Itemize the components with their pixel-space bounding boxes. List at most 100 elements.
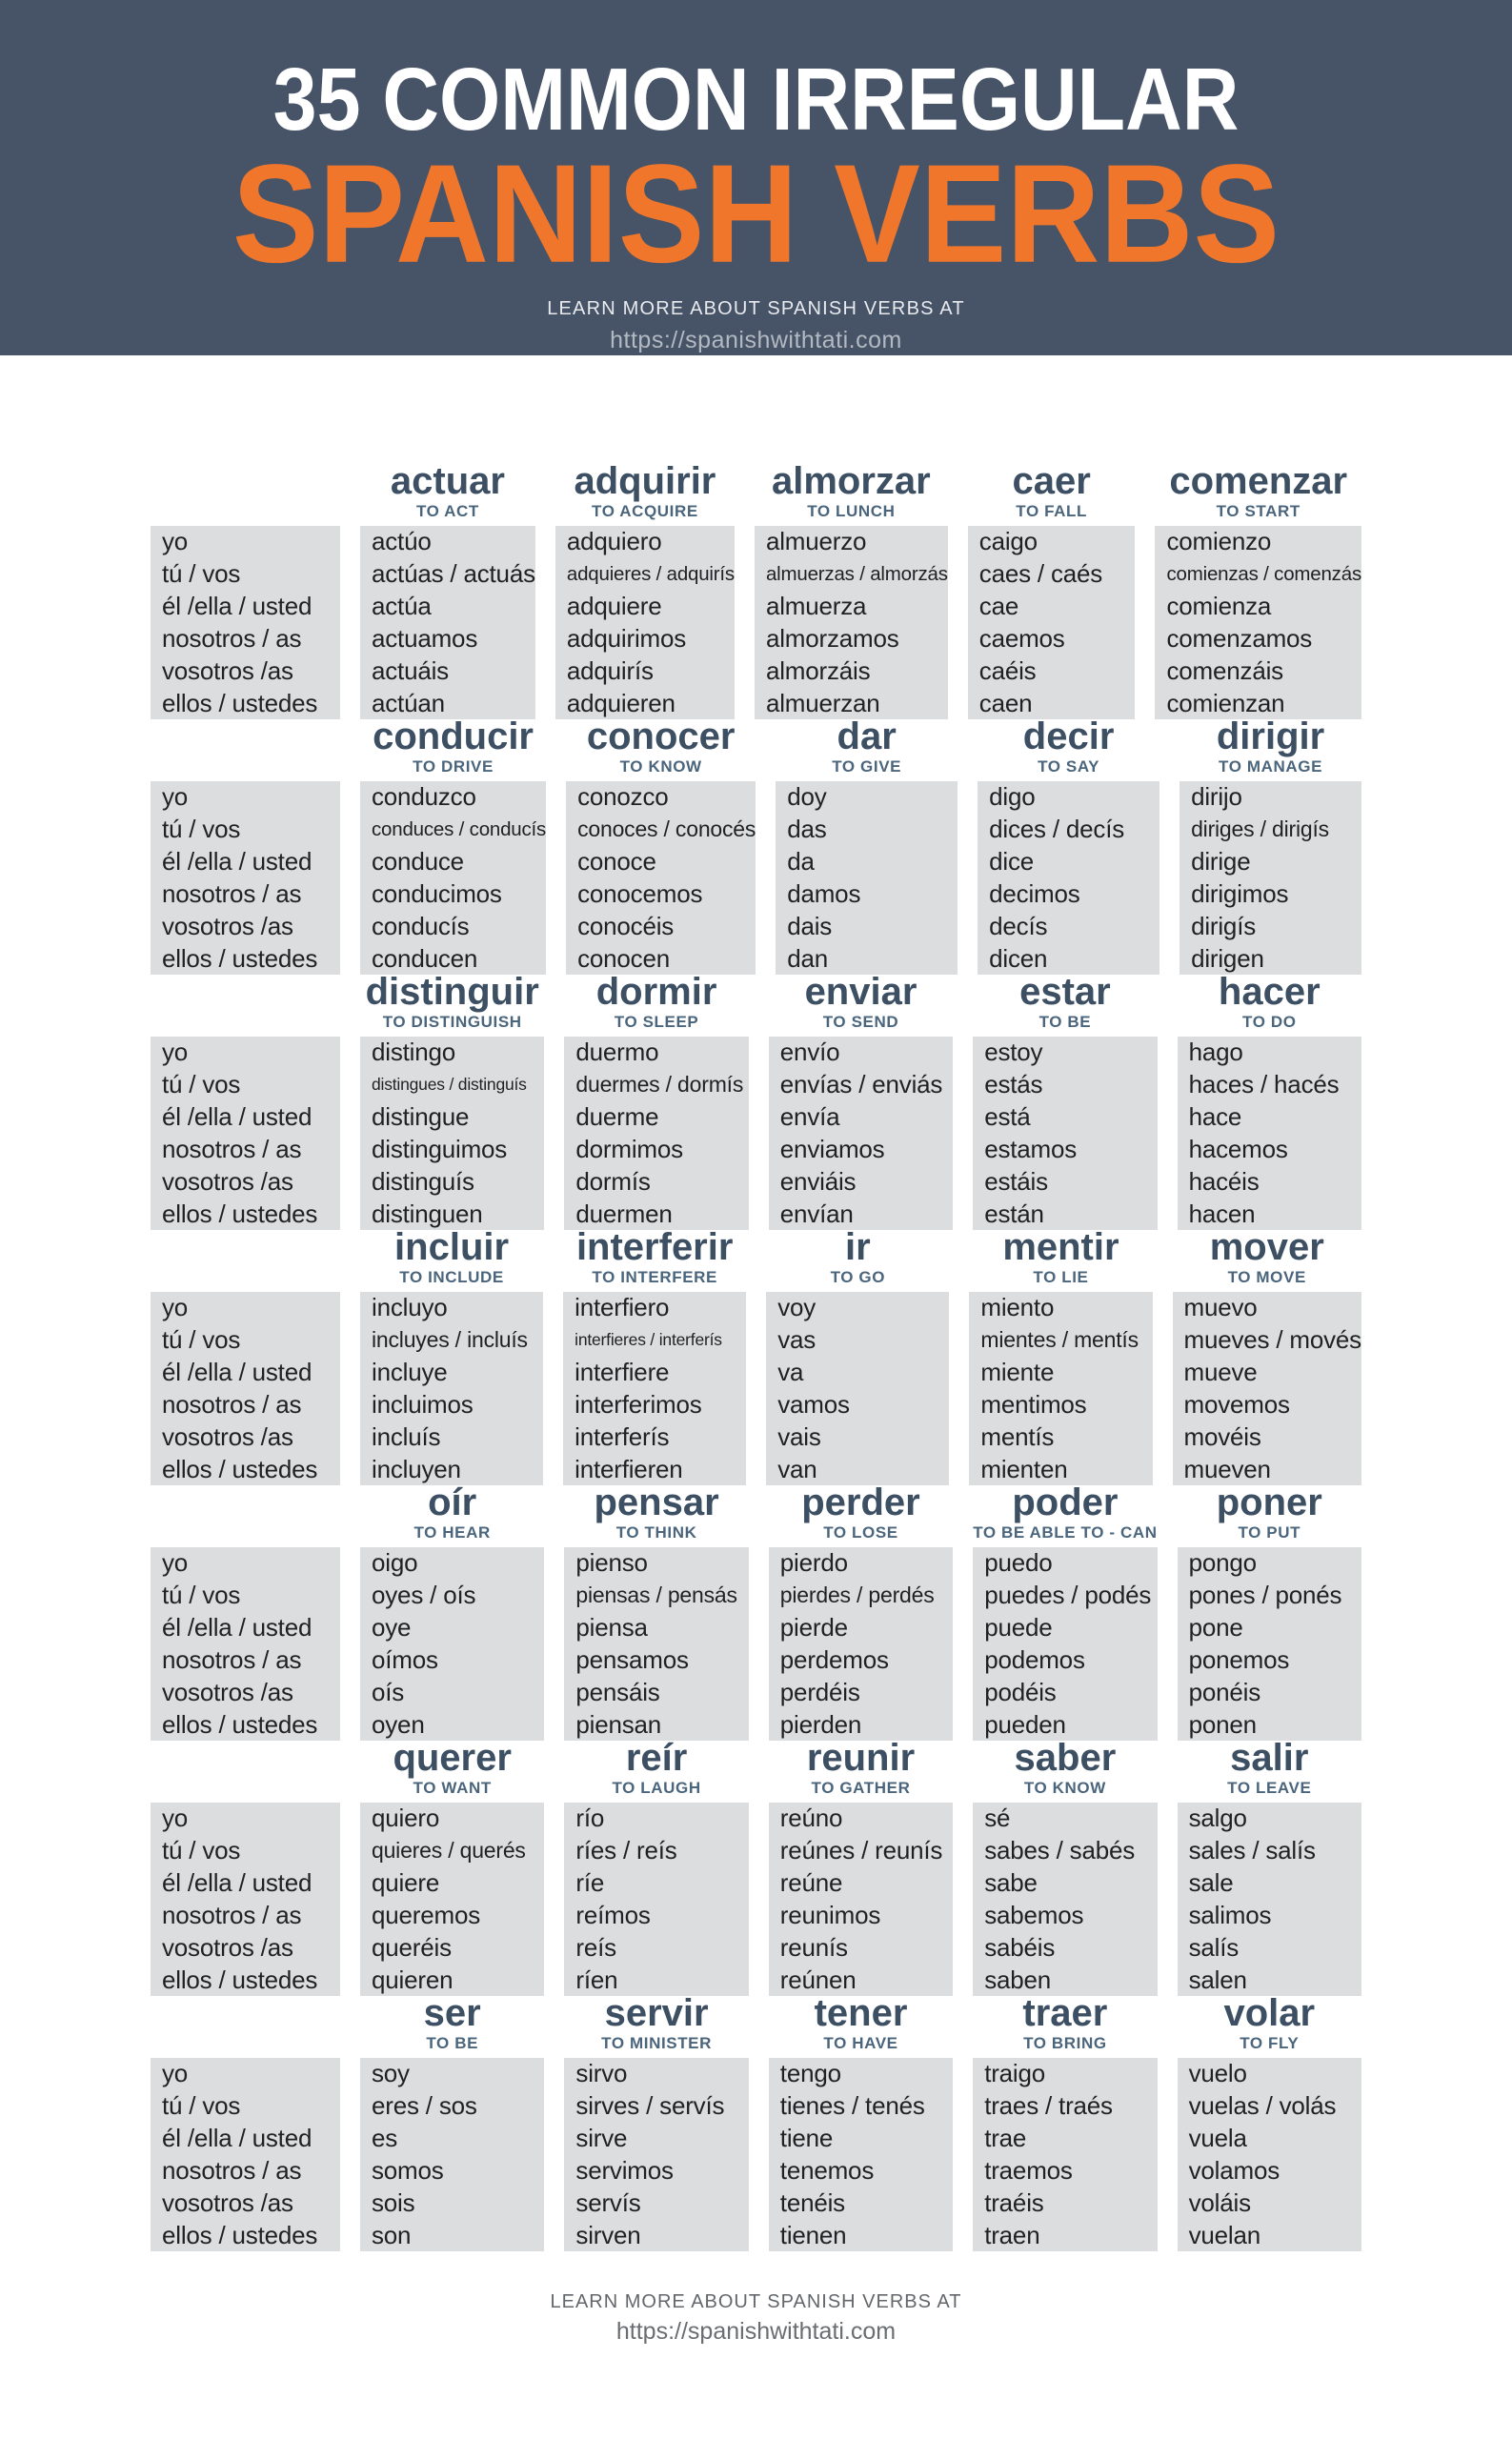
pronoun-item: nosotros / as [162, 1134, 302, 1163]
pronoun-item: tú / vos [162, 1070, 241, 1099]
verb-header: poder TO BE ABLE TO - CAN [973, 1483, 1157, 1547]
pronoun-item: yo [162, 782, 189, 812]
conjugation-item: mientes / mentís [980, 1327, 1139, 1353]
conjugation-item: tienes / tenés [779, 2091, 925, 2121]
pronoun-item: yo [162, 1293, 189, 1322]
pronoun-list: yo tú / vos él /ella / usted nosotros / as v… [151, 2058, 340, 2251]
conjugation-item: quiere [372, 1868, 440, 1898]
footer-url: https://spanishwithtati.com [615, 2318, 897, 2345]
conjugation-item: está [984, 1102, 1031, 1132]
verb-header: almorzar TO LUNCH [755, 462, 948, 526]
conjugation-item: pierdes / perdés [779, 1582, 935, 1608]
conjugation-item: piensa [575, 1613, 648, 1643]
pronoun-item: yo [162, 1038, 189, 1067]
verb-block-servir: servir TO MINISTER sirvo sirves / servís sir… [564, 1992, 749, 2251]
conjugation-item: conducís [372, 911, 470, 940]
pronoun-item: tú / vos [162, 815, 241, 844]
conjugation-item: interferimos [575, 1389, 702, 1419]
verb-block-reunir: reunir TO GATHER reúno reúnes / reunís reúne… [768, 1739, 954, 1996]
conjugation-list: digo dices / decís dice decimos decís dicen [978, 781, 1160, 975]
pronoun-item: ellos / ustedes [162, 688, 318, 717]
verb-title: adquirir [574, 460, 716, 502]
verb-header: conocer TO KNOW [566, 717, 756, 781]
verb-english-label: TO FALL [1016, 502, 1087, 520]
conjugation-item: oímos [372, 1644, 438, 1674]
conjugation-item: das [787, 815, 827, 844]
conjugation-list: sirvo sirves / servís sirve servimos servís s… [564, 2058, 749, 2251]
verb-block-oir: oír TO HEAR oigo oyes / oís oye oímos oís oyen [360, 1483, 545, 1741]
conjugation-item: incluís [372, 1421, 441, 1451]
conjugation-item: pongo [1188, 1548, 1258, 1578]
conjugation-item: tenéis [779, 2187, 845, 2217]
conjugation-list: estoy estás está estamos estáis están [973, 1037, 1158, 1230]
pronoun-item: vosotros /as [162, 2187, 293, 2217]
conjugation-item: duerme [575, 1102, 659, 1132]
verb-english-label: TO START [1216, 502, 1300, 520]
conjugation-item: salgo [1188, 1804, 1247, 1833]
pronoun-item: él /ella / usted [162, 2124, 312, 2153]
verb-header: volar TO FLY [1178, 1994, 1361, 2058]
verb-english-label: TO SAY [1038, 757, 1100, 776]
verb-block-incluir: incluir TO INCLUDE incluyo incluyes / inclu… [360, 1228, 544, 1485]
pronoun-column: yo tú / vos él /ella / usted nosotros / as v… [151, 719, 340, 975]
conjugation-item: pierdo [779, 1548, 848, 1578]
verb-english-label: TO GO [830, 1268, 886, 1286]
conjugation-item: pueden [984, 1709, 1066, 1739]
conjugation-item: movemos [1183, 1389, 1290, 1419]
conjugation-item: conducen [372, 943, 478, 973]
conjugation-item: pienso [575, 1548, 648, 1578]
pronoun-column: yo tú / vos él /ella / usted nosotros / as v… [151, 464, 340, 719]
verb-conjugation-grid: yo tú / vos él /ella / usted nosotros / as v… [0, 355, 1512, 2251]
conjugation-item: adquiero [566, 527, 662, 556]
conjugation-item: duermen [575, 1199, 673, 1228]
conjugation-item: distingo [372, 1038, 456, 1067]
conjugation-item: conduzco [372, 782, 476, 812]
pronoun-item: ellos / ustedes [162, 1199, 318, 1228]
verb-english-label: TO SEND [822, 1013, 899, 1031]
conjugation-item: actuamos [372, 623, 478, 653]
verb-header: querer TO WANT [360, 1739, 544, 1803]
conjugation-item: digo [989, 782, 1036, 812]
conjugation-list: miento mientes / mentís miente mentimos ment… [969, 1292, 1153, 1485]
conjugation-item: dirigimos [1191, 878, 1289, 908]
conjugation-item: almuerza [765, 592, 867, 621]
verb-block-interferir: interferir TO INTERFERE interfiero interfie… [563, 1226, 747, 1485]
verb-header: estar TO BE [973, 973, 1157, 1037]
pronoun-item: nosotros / as [162, 1900, 302, 1929]
conjugation-item: sabe [984, 1868, 1038, 1898]
verb-header: salir TO LEAVE [1178, 1739, 1361, 1803]
conjugation-item: damos [787, 878, 861, 908]
verb-title: hacer [1218, 971, 1320, 1013]
verb-title: servir [604, 1992, 709, 2034]
conjugation-item: comienzas / comenzás [1166, 562, 1361, 585]
conjugation-item: hacéis [1188, 1166, 1260, 1196]
conjugation-item: distingue [372, 1102, 470, 1132]
verb-block-ser: ser TO BE soy eres / sos es somos sois son [360, 1994, 545, 2251]
verb-block-caer: caer TO FALL caigo caes / caés cae caemos caéi… [967, 462, 1136, 719]
conjugation-item: incluyes / incluís [372, 1327, 528, 1353]
conjugation-item: distinguís [372, 1166, 474, 1196]
pronoun-list: yo tú / vos él /ella / usted nosotros / as v… [151, 526, 340, 719]
conjugation-item: vuelas / volás [1188, 2091, 1337, 2121]
conjugation-item: oyen [372, 1709, 425, 1739]
conjugation-item: vas [777, 1325, 816, 1355]
conjugation-item: traemos [984, 2155, 1073, 2185]
conjugation-item: sirven [575, 2220, 641, 2249]
pronoun-item: nosotros / as [162, 623, 302, 653]
pronoun-header-spacer [151, 464, 340, 526]
conjugation-item: traéis [984, 2187, 1044, 2217]
pronoun-item: tú / vos [162, 1836, 241, 1865]
conjugation-item: almuerzo [765, 527, 867, 556]
conjugation-item: interfiero [575, 1293, 670, 1322]
conjugation-item: comenzamos [1166, 623, 1313, 653]
verb-title: interferir [575, 1226, 734, 1268]
verb-block-mentir: mentir TO LIE miento mientes / mentís miente… [969, 1228, 1153, 1485]
verb-english-label: TO WANT [413, 1779, 492, 1797]
footer-tagline: LEARN MORE ABOUT SPANISH VERBS AT [550, 2291, 962, 2312]
conjugation-list: muevo mueves / movés mueve movemos movéis mue… [1172, 1292, 1361, 1485]
conjugation-item: ponemos [1188, 1644, 1290, 1674]
verb-block-poder: poder TO BE ABLE TO - CAN puedo puedes / po… [973, 1483, 1158, 1741]
header-banner: 35 COMMON IRREGULAR SPANISH VERBS LEARN … [0, 0, 1512, 355]
pronoun-list: yo tú / vos él /ella / usted nosotros / as v… [151, 781, 340, 975]
verb-english-label: TO HEAR [413, 1523, 491, 1542]
